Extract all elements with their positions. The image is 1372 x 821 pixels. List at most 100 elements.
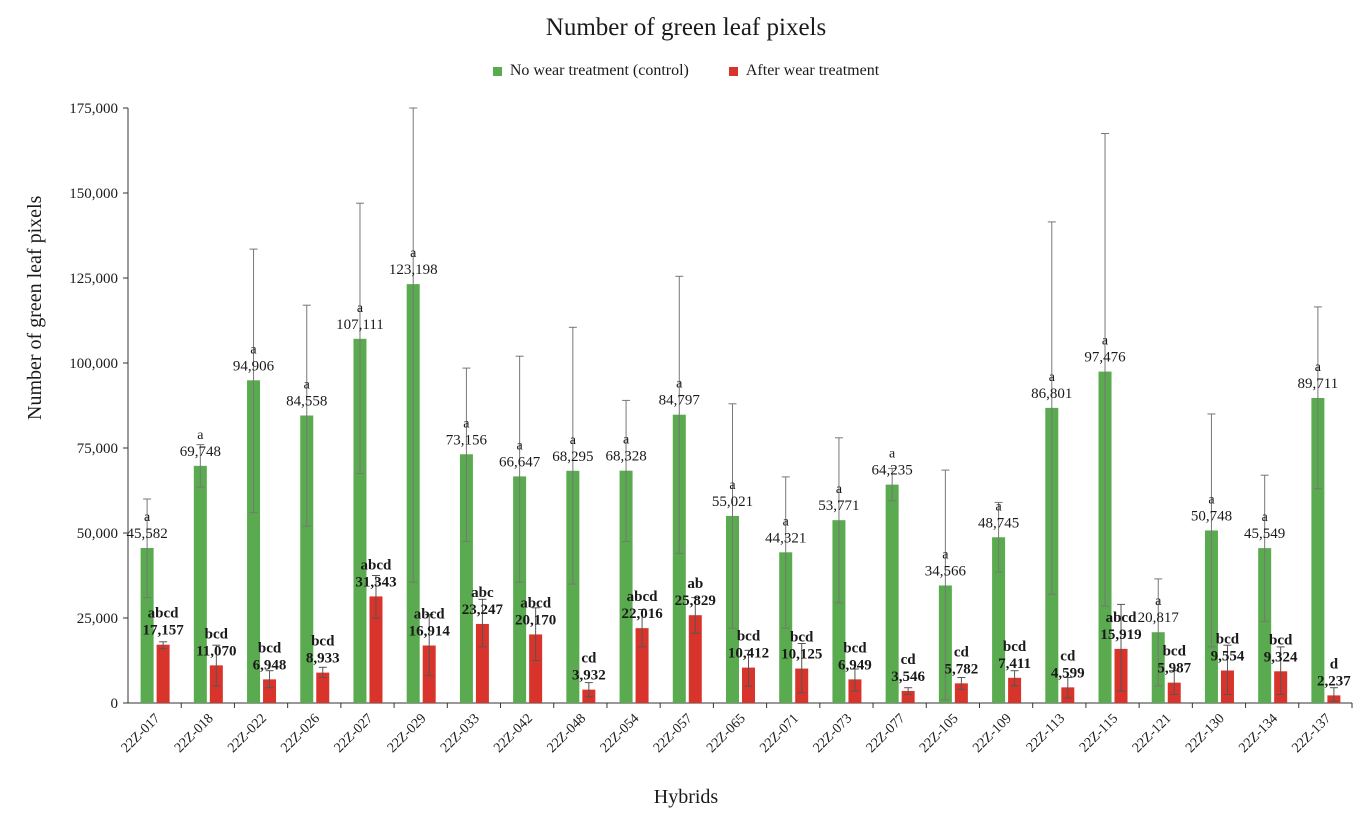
significance-letter-wear: abcd xyxy=(520,595,552,611)
significance-letter-control: a xyxy=(517,438,524,453)
significance-letter-control: a xyxy=(570,433,577,448)
data-label-wear: 7,411 xyxy=(998,656,1031,672)
x-tick-label: 22Z-134 xyxy=(1236,711,1281,756)
y-tick-label: 75,000 xyxy=(77,441,118,457)
data-label-control: 34,566 xyxy=(925,563,967,579)
data-label-control: 69,748 xyxy=(180,444,221,460)
data-label-wear: 10,125 xyxy=(781,647,822,663)
significance-letter-wear: abcd xyxy=(1106,610,1138,626)
bar-control xyxy=(619,470,633,703)
data-label-wear: 8,933 xyxy=(306,651,340,667)
significance-letter-wear: bcd xyxy=(205,626,229,642)
bar-wear xyxy=(688,615,702,703)
data-label-control: 84,797 xyxy=(659,393,701,409)
significance-letter-control: a xyxy=(410,246,417,261)
y-tick-label: 150,000 xyxy=(69,186,118,202)
data-label-wear: 16,914 xyxy=(409,623,451,639)
significance-letter-wear: abcd xyxy=(361,557,393,573)
significance-letter-wear: d xyxy=(1330,656,1339,672)
legend-label-control: No wear treatment (control) xyxy=(509,62,689,79)
data-label-wear: 11,070 xyxy=(196,643,236,659)
data-label-control: 89,711 xyxy=(1298,376,1339,392)
bar-wear xyxy=(1008,677,1022,703)
legend-swatch-control xyxy=(492,66,502,76)
x-tick-label: 22Z-027 xyxy=(332,711,377,756)
bar-wear xyxy=(316,672,330,703)
data-label-wear: 15,919 xyxy=(1100,627,1141,643)
significance-letter-control: a xyxy=(357,301,364,316)
data-label-control: 55,021 xyxy=(712,494,753,510)
x-tick-label: 22Z-113 xyxy=(1024,711,1068,755)
significance-letter-control: a xyxy=(676,377,683,392)
bar-control xyxy=(353,338,367,703)
significance-letter-wear: bcd xyxy=(1163,644,1187,660)
significance-letter-control: a xyxy=(889,447,896,462)
significance-letter-control: a xyxy=(197,428,204,443)
data-label-wear: 20,170 xyxy=(515,612,556,628)
x-tick-label: 22Z-071 xyxy=(757,711,802,756)
significance-letter-wear: abcd xyxy=(148,606,180,622)
x-tick-label: 22Z-018 xyxy=(172,711,217,756)
data-label-wear: 5,987 xyxy=(1157,661,1191,677)
significance-letter-control: a xyxy=(1262,510,1269,525)
data-label-wear: 25,829 xyxy=(675,593,716,609)
legend: No wear treatment (control) After wear t… xyxy=(0,62,1372,80)
x-tick-label: 22Z-121 xyxy=(1130,711,1175,756)
data-label-control: 107,111 xyxy=(336,317,384,333)
data-label-control: 68,295 xyxy=(552,449,593,465)
y-tick-label: 0 xyxy=(111,696,119,712)
data-label-wear: 31,343 xyxy=(355,574,396,590)
data-label-wear: 5,782 xyxy=(944,661,978,677)
data-label-control: 73,156 xyxy=(446,432,488,448)
bar-wear xyxy=(901,690,915,703)
legend-item-wear: After wear treatment xyxy=(728,62,879,80)
significance-letter-wear: bcd xyxy=(790,630,814,646)
data-label-control: 97,476 xyxy=(1084,350,1126,366)
bar-control xyxy=(672,414,686,703)
y-tick-label: 175,000 xyxy=(69,101,118,117)
significance-letter-control: a xyxy=(1315,360,1322,375)
significance-letter-control: a xyxy=(1049,370,1056,385)
data-label-wear: 6,949 xyxy=(838,657,872,673)
bar-control xyxy=(1311,397,1325,703)
bar-control xyxy=(992,537,1006,703)
x-tick-label: 22Z-130 xyxy=(1183,711,1228,756)
significance-letter-wear: bcd xyxy=(311,634,335,650)
data-label-control: 66,647 xyxy=(499,454,541,470)
significance-letter-wear: bcd xyxy=(1216,632,1240,648)
significance-letter-control: a xyxy=(783,514,790,529)
data-label-wear: 2,237 xyxy=(1317,673,1351,689)
x-tick-label: 22Z-054 xyxy=(598,711,643,756)
y-axis-label: Number of green leaf pixels xyxy=(24,195,46,420)
bar-control xyxy=(140,548,154,703)
x-tick-label: 22Z-033 xyxy=(438,711,483,756)
significance-letter-control: a xyxy=(463,416,470,431)
significance-letter-control: a xyxy=(942,547,949,562)
bar-control xyxy=(566,470,580,703)
significance-letter-wear: abc xyxy=(471,585,494,601)
significance-letter-wear: abcd xyxy=(627,589,659,605)
significance-letter-wear: cd xyxy=(581,651,597,667)
data-label-wear: 4,599 xyxy=(1051,665,1085,681)
data-label-control: 48,745 xyxy=(978,515,1019,531)
bar-wear xyxy=(954,683,968,703)
data-label-control: 84,558 xyxy=(286,394,327,410)
x-tick-label: 22Z-017 xyxy=(119,711,164,756)
bar-wear xyxy=(263,679,277,703)
data-label-wear: 10,412 xyxy=(728,646,769,662)
bar-wear xyxy=(475,623,489,703)
significance-letter-control: a xyxy=(250,342,257,357)
significance-letter-control: a xyxy=(144,510,151,525)
x-tick-label: 22Z-022 xyxy=(225,711,270,756)
x-tick-label: 22Z-109 xyxy=(970,711,1015,756)
x-axis-label: Hybrids xyxy=(653,786,719,808)
data-label-control: 64,235 xyxy=(872,463,913,479)
data-label-wear: 3,546 xyxy=(891,669,925,685)
data-label-control: 94,906 xyxy=(233,358,275,374)
data-label-wear: 23,247 xyxy=(462,602,504,618)
significance-letter-control: a xyxy=(729,478,736,493)
data-label-control: 20,817 xyxy=(1138,610,1180,626)
significance-letter-control: a xyxy=(1155,594,1162,609)
bar-control xyxy=(513,476,527,703)
significance-letter-control: a xyxy=(1208,492,1215,507)
